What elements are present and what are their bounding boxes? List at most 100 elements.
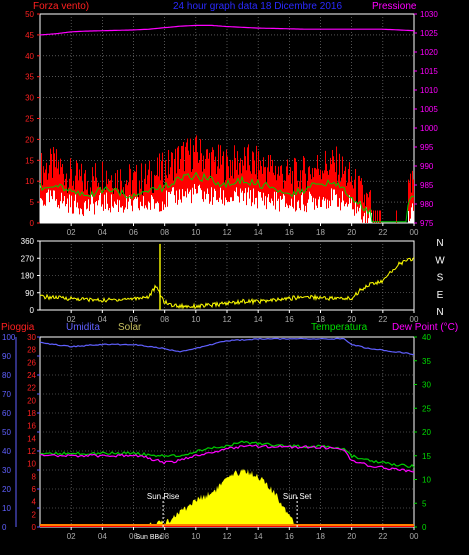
wind-y-tick-label: 15 (25, 156, 34, 165)
x-tick-label: 04 (98, 532, 107, 541)
pressure-y-tick-label: 1000 (420, 124, 438, 133)
humidity-y-tick-label: 60 (2, 409, 11, 418)
sunset-label: Sun Set (283, 492, 312, 501)
direction-x-axis: 02 04 06 08 10 12 14 16 18 20 22 00 (67, 310, 419, 324)
solar-baseline-band (40, 524, 414, 527)
rain-y-tick-label: 28 (27, 346, 36, 355)
humidity-line (39, 337, 415, 356)
x-tick-label: 16 (285, 532, 294, 541)
direction-y-tick-label: 360 (21, 237, 35, 246)
rain-y-tick-label: 24 (27, 371, 36, 380)
direction-grid (40, 241, 414, 310)
dewpoint-line (39, 444, 415, 473)
rain-humidity-y-axis: 0102030405060708090100024681012141618202… (2, 333, 40, 532)
sun-bbc-label: Sun BBc (135, 534, 163, 541)
solar-title: Solar (118, 322, 142, 333)
x-tick-label: 10 (191, 315, 200, 324)
climate-series (39, 337, 415, 473)
pressure-y-tick-label: 990 (420, 162, 434, 171)
solar-area (40, 468, 414, 527)
x-tick-label: 22 (378, 228, 387, 237)
compass-label: S (437, 273, 444, 284)
direction-line (39, 257, 415, 310)
x-tick-label: 22 (378, 315, 387, 324)
wind-y-tick-label: 20 (25, 135, 34, 144)
x-tick-label: 00 (410, 532, 419, 541)
x-tick-label: 04 (98, 228, 107, 237)
pressure-y-tick-label: 985 (420, 181, 434, 190)
x-tick-label: 18 (316, 315, 325, 324)
humidity-y-tick-label: 20 (2, 485, 11, 494)
x-tick-label: 02 (67, 532, 76, 541)
wind-y-tick-label: 30 (25, 94, 34, 103)
humidity-y-tick-label: 50 (2, 428, 11, 437)
pressure-y-tick-label: 980 (420, 200, 434, 209)
pressure-y-axis: 975 980 985 990 995 1000 1005 1010 1015 1020 1025 1… (414, 10, 438, 228)
temperature-y-tick-label: 35 (422, 357, 431, 366)
wind-y-tick-label: 10 (25, 177, 34, 186)
rain-y-tick-label: 4 (32, 498, 37, 507)
humidity-y-tick-label: 100 (2, 333, 16, 342)
humidity-y-tick-label: 90 (2, 352, 11, 361)
x-tick-label: 20 (347, 228, 356, 237)
humidity-y-tick-label: 0 (2, 523, 7, 532)
wind-x-axis: 02 04 06 08 10 12 14 16 18 20 22 00 (67, 223, 419, 237)
x-tick-label: 10 (191, 532, 200, 541)
wind-y-tick-label: 40 (25, 52, 34, 61)
direction-y-axis: 0 90 180 270 360 (21, 237, 40, 315)
rain-title: Pioggia (1, 322, 35, 333)
humidity-title: Umidita (66, 322, 100, 333)
sun-annotations: Sun Rise Sun Set Sun BBc (135, 492, 312, 541)
dewpoint-title: Dew Point (°C) (392, 322, 458, 333)
x-tick-label: 00 (410, 315, 419, 324)
x-tick-label: 12 (223, 532, 232, 541)
compass-label: N (436, 307, 443, 318)
solar-series (40, 468, 414, 527)
rain-y-tick-label: 18 (27, 409, 36, 418)
wind-y-axis: 0 5 10 15 20 25 30 35 40 45 50 (25, 10, 40, 228)
wind-title: Forza vento) (33, 1, 89, 12)
x-tick-label: 06 (129, 532, 138, 541)
wind-y-tick-label: 45 (25, 31, 34, 40)
rain-y-tick-label: 10 (27, 460, 36, 469)
x-tick-label: 02 (67, 315, 76, 324)
pressure-y-tick-label: 1020 (420, 48, 438, 57)
temperature-y-tick-label: 15 (422, 452, 431, 461)
x-tick-label: 18 (316, 532, 325, 541)
humidity-y-tick-label: 10 (2, 504, 11, 513)
direction-series (39, 243, 415, 310)
x-tick-label: 00 (410, 228, 419, 237)
direction-y-tick-label: 0 (30, 306, 35, 315)
sunrise-label: Sun Rise (147, 492, 180, 501)
x-tick-label: 06 (129, 315, 138, 324)
wind-y-tick-label: 5 (30, 198, 35, 207)
temperature-y-tick-label: 25 (422, 404, 431, 413)
x-tick-label: 14 (254, 532, 263, 541)
humidity-y-tick-label: 30 (2, 466, 11, 475)
x-tick-label: 14 (254, 315, 263, 324)
temperature-line (39, 440, 415, 468)
x-tick-label: 20 (347, 315, 356, 324)
x-tick-label: 16 (285, 228, 294, 237)
rain-y-tick-label: 30 (27, 333, 36, 342)
x-tick-label: 18 (316, 228, 325, 237)
rain-y-tick-label: 20 (27, 396, 36, 405)
pressure-y-tick-label: 1015 (420, 67, 438, 76)
rain-y-tick-label: 6 (32, 485, 37, 494)
temperature-y-tick-label: 5 (422, 499, 427, 508)
rain-y-tick-label: 14 (27, 434, 36, 443)
rain-y-tick-label: 2 (32, 510, 37, 519)
x-tick-label: 12 (223, 228, 232, 237)
pressure-y-tick-label: 1030 (420, 10, 438, 19)
x-tick-label: 08 (160, 315, 169, 324)
humidity-y-tick-label: 80 (2, 371, 11, 380)
temperature-y-tick-label: 0 (422, 523, 427, 532)
climate-x-axis: 02 04 06 08 10 12 14 16 18 20 22 00 (67, 527, 419, 541)
pressure-y-tick-label: 1005 (420, 105, 438, 114)
rain-y-tick-label: 0 (32, 523, 37, 532)
pressure-y-tick-label: 1010 (420, 86, 438, 95)
x-tick-label: 06 (129, 228, 138, 237)
humidity-y-tick-label: 40 (2, 447, 11, 456)
